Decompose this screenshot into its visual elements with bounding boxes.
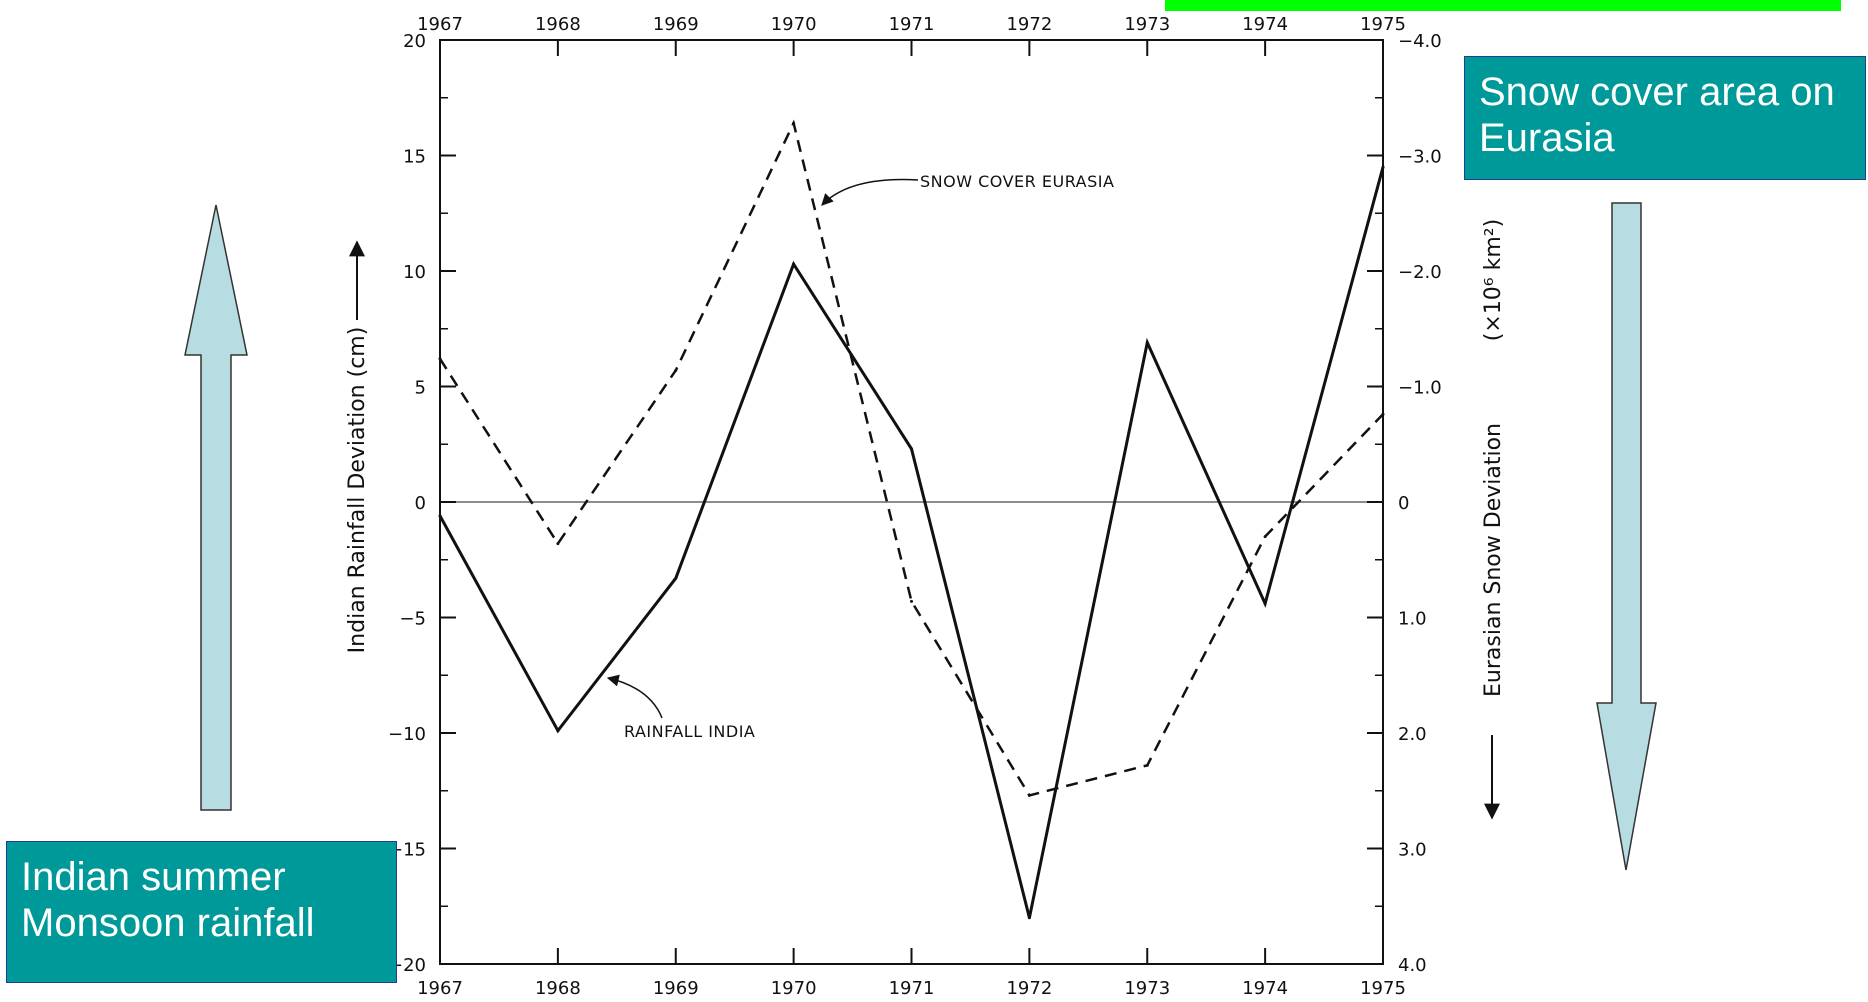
x-tick-label-top: 1970 bbox=[771, 14, 817, 35]
left-y-tick-label: −5 bbox=[399, 609, 426, 630]
right-y-tick-label: −3.0 bbox=[1398, 147, 1442, 168]
snow-down-arrow bbox=[1596, 202, 1657, 871]
left-y-tick-label: −20 bbox=[388, 955, 426, 976]
x-tick-label-top: 1968 bbox=[535, 14, 581, 35]
x-tick-label-top: 1967 bbox=[417, 14, 463, 35]
rainfall-point bbox=[674, 576, 678, 580]
snow-point bbox=[792, 121, 796, 125]
right-axis-unit: (×10⁶ km²) bbox=[1481, 219, 1506, 341]
x-tick-label-bottom: 1967 bbox=[417, 978, 463, 999]
right-y-tick-label: 0 bbox=[1398, 493, 1409, 514]
x-tick-label-top: 1972 bbox=[1006, 14, 1052, 35]
rainfall-point bbox=[910, 447, 913, 451]
x-tick-label-top: 1975 bbox=[1360, 14, 1406, 35]
left-axis-title: Indian Rainfall Deviation (cm) bbox=[345, 327, 370, 654]
right-y-tick-label: −2.0 bbox=[1398, 262, 1442, 283]
rainfall-point bbox=[556, 729, 560, 733]
rainfall-series-label: RAINFALL INDIA bbox=[624, 722, 755, 741]
snow-point bbox=[1145, 763, 1149, 767]
snow-series-line bbox=[438, 119, 1384, 797]
left-y-tick-label: 5 bbox=[415, 378, 426, 399]
right-y-tick-label: 4.0 bbox=[1398, 955, 1427, 976]
rainfall-series-line bbox=[438, 166, 1385, 919]
x-tick-label-top: 1971 bbox=[889, 14, 935, 35]
x-tick-label-bottom: 1969 bbox=[653, 978, 699, 999]
snow-point bbox=[674, 368, 678, 372]
x-tick-label-bottom: 1975 bbox=[1360, 978, 1406, 999]
x-tick-label-bottom: 1968 bbox=[535, 978, 581, 999]
rainfall-point bbox=[1145, 341, 1149, 345]
snow-point bbox=[438, 357, 442, 361]
right-y-tick-label: −1.0 bbox=[1398, 378, 1442, 399]
rainfall-point bbox=[792, 262, 796, 266]
snow-point bbox=[556, 542, 560, 546]
snow-point bbox=[1027, 793, 1031, 797]
left-y-tick-label: 0 bbox=[415, 493, 426, 514]
right-y-tick-label: 3.0 bbox=[1398, 840, 1427, 861]
x-tick-label-top: 1973 bbox=[1124, 14, 1170, 35]
snow-label-leader bbox=[821, 178, 919, 206]
x-tick-label-top: 1974 bbox=[1242, 14, 1288, 35]
left-y-tick-label: −15 bbox=[388, 840, 426, 861]
x-tick-label-top: 1969 bbox=[653, 14, 699, 35]
right-axis-title: Eurasian Snow Deviation bbox=[1481, 423, 1506, 697]
x-tick-label-bottom: 1973 bbox=[1124, 978, 1170, 999]
left-y-tick-label: 10 bbox=[403, 262, 426, 283]
right-y-tick-label: 1.0 bbox=[1398, 609, 1427, 630]
snow-series-label: SNOW COVER EURASIA bbox=[920, 172, 1114, 191]
snow-cover-callout: Snow cover area on Eurasia bbox=[1464, 56, 1866, 180]
rainfall-up-arrow bbox=[184, 204, 248, 811]
x-tick-label-bottom: 1974 bbox=[1242, 978, 1288, 999]
x-tick-label-bottom: 1972 bbox=[1006, 978, 1052, 999]
snow-point bbox=[1263, 535, 1267, 539]
x-tick-label-bottom: 1970 bbox=[771, 978, 817, 999]
right-y-tick-label: 2.0 bbox=[1398, 724, 1427, 745]
left-y-tick-label: −10 bbox=[388, 724, 426, 745]
rainfall-point bbox=[1263, 602, 1267, 606]
rainfall-point bbox=[1027, 916, 1031, 920]
right-y-tick-label: −4.0 bbox=[1398, 31, 1442, 52]
left-y-tick-label: 15 bbox=[403, 147, 426, 168]
snow-point bbox=[1381, 412, 1385, 416]
left-y-tick-label: 20 bbox=[403, 31, 426, 52]
rainfall-point bbox=[438, 514, 442, 518]
rainfall-label-leader bbox=[606, 674, 663, 719]
rainfall-point bbox=[1381, 165, 1385, 169]
green-highlight-bar bbox=[1165, 0, 1841, 11]
snow-point bbox=[910, 599, 913, 603]
rainfall-callout: Indian summer Monsoon rainfall bbox=[6, 841, 397, 983]
x-tick-label-bottom: 1971 bbox=[889, 978, 935, 999]
